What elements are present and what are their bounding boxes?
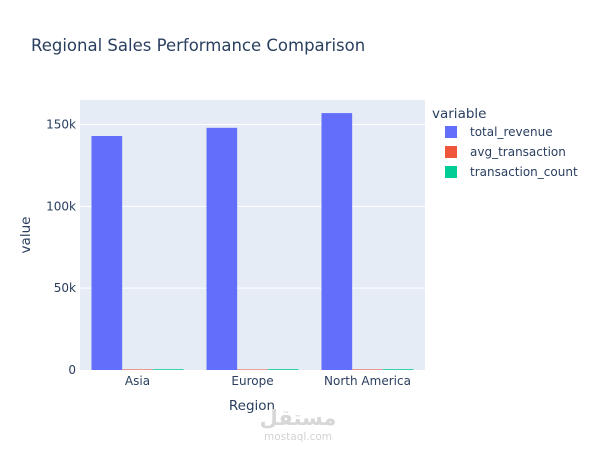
bar-transaction-count[interactable] xyxy=(267,369,299,370)
legend[interactable]: variable total_revenue avg_transactiontra… xyxy=(432,106,578,179)
x-ticks: Asia Europe North America xyxy=(125,374,411,388)
y-tick-label: 0 xyxy=(68,363,76,377)
y-tick-label: 50k xyxy=(54,281,76,295)
legend-label[interactable]: total_revenue xyxy=(470,125,553,139)
legend-swatch[interactable] xyxy=(445,166,457,178)
bar-total-revenue[interactable] xyxy=(321,113,353,370)
x-axis-title: Region xyxy=(229,398,275,414)
plot-area xyxy=(80,100,425,370)
y-axis-title: value xyxy=(18,217,34,254)
y-tick-label: 150k xyxy=(46,118,76,132)
watermark: مستقل mostaql.com xyxy=(260,406,337,443)
chart-title: Regional Sales Performance Comparison xyxy=(31,36,365,55)
watermark-latin: mostaql.com xyxy=(264,431,332,443)
legend-swatch[interactable] xyxy=(445,146,457,158)
bar-avg-transaction[interactable] xyxy=(237,369,268,370)
bar-total-revenue[interactable] xyxy=(206,127,238,371)
watermark-arabic: مستقل xyxy=(260,406,337,430)
gridlines xyxy=(80,124,425,289)
bar-total-revenue[interactable] xyxy=(91,136,123,370)
bar-transaction-count[interactable] xyxy=(382,369,414,370)
bar-avg-transaction[interactable] xyxy=(122,369,153,370)
legend-label[interactable]: transaction_count xyxy=(470,165,578,179)
x-tick-label: Asia xyxy=(125,374,150,388)
legend-swatch[interactable] xyxy=(445,126,457,138)
x-tick-label: Europe xyxy=(231,374,273,388)
bar-avg-transaction[interactable] xyxy=(352,369,383,370)
y-ticks: 0 50k 100k 150k xyxy=(46,118,76,377)
legend-title: variable xyxy=(432,106,486,122)
legend-label[interactable]: avg_transaction xyxy=(470,145,566,159)
bars xyxy=(91,113,414,371)
x-tick-label: North America xyxy=(324,374,411,388)
y-tick-label: 100k xyxy=(46,199,76,213)
bar-transaction-count[interactable] xyxy=(152,369,184,370)
